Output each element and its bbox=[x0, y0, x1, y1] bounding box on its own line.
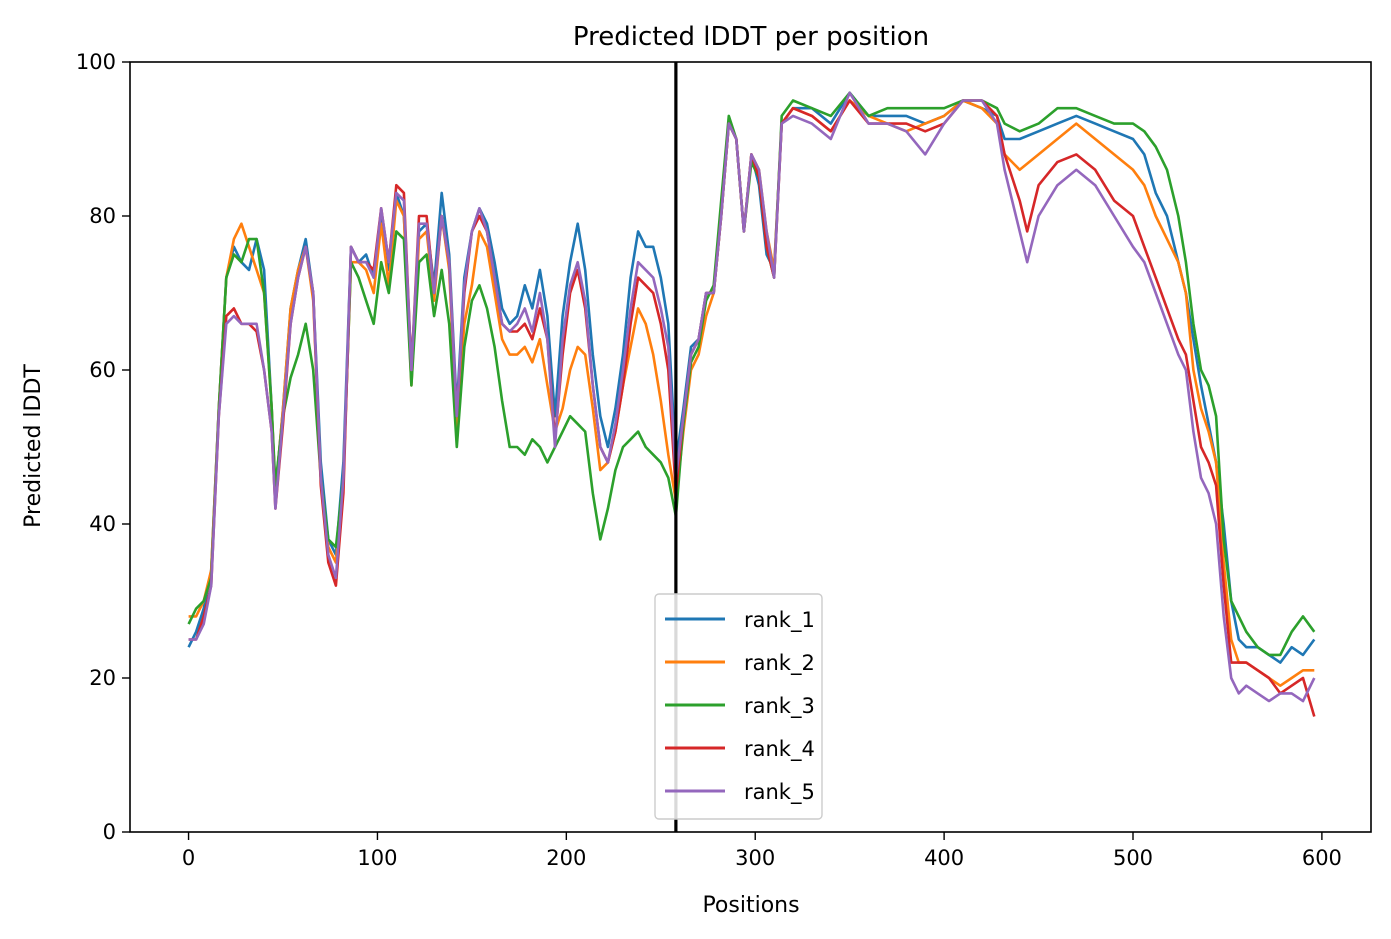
legend: rank_1 rank_2 rank_3 rank_4 rank_5 bbox=[654, 593, 823, 820]
series-line-rank_2 bbox=[188, 99, 1315, 687]
y-tick-label: 80 bbox=[89, 204, 116, 228]
plot-frame bbox=[129, 61, 1372, 833]
legend-label-rank_4: rank_4 bbox=[744, 737, 815, 762]
series-line-rank_1 bbox=[187, 91, 1316, 664]
legend-label-rank_5: rank_5 bbox=[744, 780, 815, 805]
x-tick-label: 0 bbox=[182, 846, 195, 870]
x-axis-label: Positions bbox=[702, 893, 799, 918]
x-tick-label: 400 bbox=[924, 846, 964, 870]
series-line-rank_4 bbox=[188, 99, 1316, 717]
y-tick-label: 0 bbox=[103, 820, 116, 844]
legend-label-rank_3: rank_3 bbox=[744, 694, 815, 719]
axes: 0 100 200 300 400 500 600 0 20 40 60 80 100 bbox=[76, 50, 1342, 870]
series-line-rank_5 bbox=[188, 91, 1316, 703]
y-tick-label: 100 bbox=[76, 50, 116, 74]
chart-title: Predicted lDDT per position bbox=[573, 22, 929, 52]
x-tick-label: 300 bbox=[735, 846, 775, 870]
y-tick-label: 40 bbox=[89, 512, 116, 536]
x-tick-label: 200 bbox=[546, 846, 586, 870]
legend-label-rank_1: rank_1 bbox=[744, 608, 815, 633]
x-tick-label: 600 bbox=[1302, 846, 1342, 870]
y-tick-label: 60 bbox=[89, 358, 116, 382]
y-tick-label: 20 bbox=[89, 666, 116, 690]
plot-area bbox=[187, 62, 1316, 832]
legend-box bbox=[654, 593, 823, 820]
series-line-rank_3 bbox=[187, 91, 1316, 657]
legend-label-rank_2: rank_2 bbox=[744, 651, 815, 676]
x-tick-label: 100 bbox=[357, 846, 397, 870]
x-tick-label: 500 bbox=[1113, 846, 1153, 870]
y-axis-label: Predicted lDDT bbox=[21, 364, 46, 528]
